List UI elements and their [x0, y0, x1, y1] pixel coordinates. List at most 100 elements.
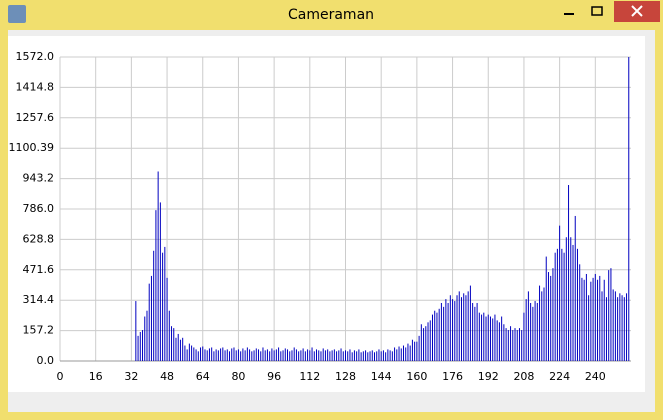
bar	[429, 320, 431, 361]
y-tick-label: 786.0	[23, 202, 55, 215]
bar	[255, 348, 257, 361]
bar	[226, 349, 228, 361]
bar	[135, 301, 137, 361]
bar	[592, 277, 594, 361]
bar	[244, 350, 246, 361]
bar	[362, 351, 364, 361]
bar	[411, 339, 413, 361]
bar	[144, 316, 146, 361]
bar	[378, 349, 380, 361]
bar	[543, 287, 545, 361]
bar	[336, 351, 338, 361]
x-tick-label: 240	[585, 370, 606, 383]
bar	[139, 331, 141, 361]
bar	[498, 322, 500, 361]
bar	[525, 299, 527, 361]
bar	[512, 330, 514, 361]
bar	[590, 281, 592, 361]
bar	[391, 351, 393, 361]
bar	[612, 289, 614, 361]
bar	[153, 250, 155, 361]
bar	[320, 351, 322, 361]
bar	[626, 293, 628, 361]
bar	[211, 347, 213, 361]
bar	[434, 310, 436, 361]
bar	[605, 297, 607, 361]
bar	[516, 330, 518, 361]
bar	[483, 312, 485, 361]
bar	[266, 349, 268, 361]
bar	[534, 301, 536, 361]
bar	[585, 273, 587, 361]
bar	[463, 293, 465, 361]
bar	[349, 349, 351, 361]
bar	[492, 318, 494, 361]
bar	[280, 351, 282, 361]
bar	[371, 350, 373, 361]
close-icon[interactable]	[631, 5, 643, 17]
bar	[608, 270, 610, 361]
bar	[146, 310, 148, 361]
bar	[373, 352, 375, 361]
y-tick-label: 628.8	[23, 232, 55, 245]
window-title: Cameraman	[288, 7, 374, 23]
bar	[295, 349, 297, 361]
bar	[155, 210, 157, 361]
bar	[237, 349, 239, 361]
bar	[565, 237, 567, 361]
bar	[217, 350, 219, 361]
bar	[583, 279, 585, 361]
bar	[159, 202, 161, 361]
bar	[617, 297, 619, 361]
bar	[273, 350, 275, 361]
y-tick-label: 1257.6	[16, 111, 55, 124]
y-tick-label: 471.6	[23, 263, 55, 276]
bar	[599, 275, 601, 361]
bar	[369, 351, 371, 361]
minimize-button[interactable]	[564, 13, 574, 15]
maximize-button[interactable]	[591, 6, 603, 16]
bar	[400, 348, 402, 361]
bar	[487, 314, 489, 361]
bar	[503, 324, 505, 361]
close-button[interactable]	[614, 1, 660, 22]
bar	[333, 349, 335, 361]
bar	[313, 351, 315, 361]
bar	[269, 351, 271, 361]
bar	[476, 302, 478, 361]
bar	[188, 343, 190, 361]
bar	[547, 272, 549, 361]
bar	[282, 350, 284, 361]
bar	[552, 268, 554, 361]
bar	[478, 312, 480, 361]
bar	[249, 349, 251, 361]
bar	[291, 350, 293, 361]
bar	[275, 349, 277, 361]
bar	[206, 350, 208, 361]
bar	[318, 350, 320, 361]
bar	[351, 352, 353, 361]
bar	[229, 351, 231, 361]
bar	[358, 349, 360, 361]
bar	[489, 316, 491, 361]
bar	[162, 252, 164, 361]
bar	[231, 348, 233, 361]
x-tick-label: 48	[160, 370, 174, 383]
bar	[456, 295, 458, 361]
x-tick-label: 160	[406, 370, 427, 383]
bar	[510, 326, 512, 361]
bar	[302, 348, 304, 361]
bar	[523, 312, 525, 361]
bar	[213, 351, 215, 361]
bar	[425, 326, 427, 361]
x-tick-label: 16	[89, 370, 103, 383]
bar	[496, 320, 498, 361]
bar	[494, 314, 496, 361]
bar	[514, 328, 516, 361]
bar	[235, 350, 237, 361]
bar	[289, 351, 291, 361]
bar	[175, 337, 177, 361]
bar	[570, 237, 572, 361]
bar	[287, 349, 289, 361]
bar	[137, 335, 139, 361]
